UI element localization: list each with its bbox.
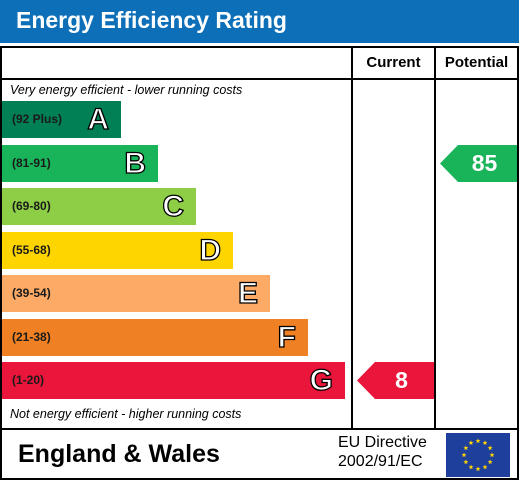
eu-star-icon: [468, 440, 474, 445]
eu-star-icon: [463, 459, 469, 465]
eu-star-icon: [468, 464, 474, 470]
eu-star-icon: [475, 466, 481, 472]
top-note: Very energy efficient - lower running co…: [10, 83, 243, 97]
potential-rating-value: 85: [471, 149, 498, 176]
footer-divider: [0, 428, 519, 430]
band-range-label: (39-54): [12, 286, 51, 300]
band-letter-label: F: [277, 320, 297, 354]
band-a: (92 Plus) A: [2, 101, 121, 138]
band-range-label: (21-38): [12, 329, 51, 344]
band-c: (69-80) C: [2, 188, 196, 225]
potential-rating-arrow: 85: [440, 144, 517, 182]
bottom-note: Not energy efficient - higher running co…: [10, 407, 242, 421]
eu-star-icon: [475, 438, 481, 444]
band-letter-label: B: [124, 146, 147, 180]
eu-star-icon: [482, 440, 488, 445]
eu-star-icon: [489, 452, 495, 458]
current-rating-value: 8: [395, 367, 408, 393]
eu-directive: EU Directive 2002/91/EC: [338, 433, 442, 471]
band-e: (39-54) E: [2, 275, 270, 312]
band-letter-label: A: [87, 102, 110, 136]
potential-column-header: Potential: [444, 54, 509, 71]
band-letter-label: C: [162, 189, 185, 223]
directive-line-1: EU Directive: [338, 434, 427, 451]
region-label: England & Wales: [18, 440, 220, 468]
band-d: (55-68) D: [2, 231, 233, 269]
current-column-header: Current: [366, 54, 421, 71]
band-range-label: (81-91): [12, 155, 51, 170]
band-range-label: (69-80): [12, 199, 51, 213]
eu-star-icon: [463, 445, 469, 451]
band-g: (1-20) G: [2, 362, 345, 399]
eu-star-icon: [487, 445, 493, 451]
header-row-divider: [0, 78, 519, 80]
potential-column-divider: [434, 48, 436, 430]
current-column-divider: [351, 48, 353, 430]
band-range-label: (55-68): [12, 242, 51, 257]
directive-line-2: 2002/91/EC: [338, 453, 423, 470]
band-letter-label: D: [199, 233, 222, 267]
band-f: (21-38) F: [2, 318, 308, 356]
band-letter-label: G: [309, 363, 334, 397]
eu-star-icon: [487, 459, 493, 465]
band-range-label: (92 Plus): [12, 112, 63, 126]
current-arrow-shape: [357, 362, 434, 399]
rating-frame: [0, 46, 519, 480]
eu-star-icon: [461, 452, 467, 458]
potential-arrow-shape: [440, 144, 517, 182]
header-bar: Energy Efficiency Rating: [0, 0, 519, 43]
current-rating-arrow: 8: [357, 362, 434, 399]
band-b: (81-91) B: [2, 144, 158, 182]
page-title: Energy Efficiency Rating: [16, 7, 287, 33]
band-letter-label: E: [237, 276, 258, 310]
eu-star-icon: [482, 464, 488, 470]
band-range-label: (1-20): [12, 373, 45, 387]
eu-flag-icon: [446, 433, 510, 477]
